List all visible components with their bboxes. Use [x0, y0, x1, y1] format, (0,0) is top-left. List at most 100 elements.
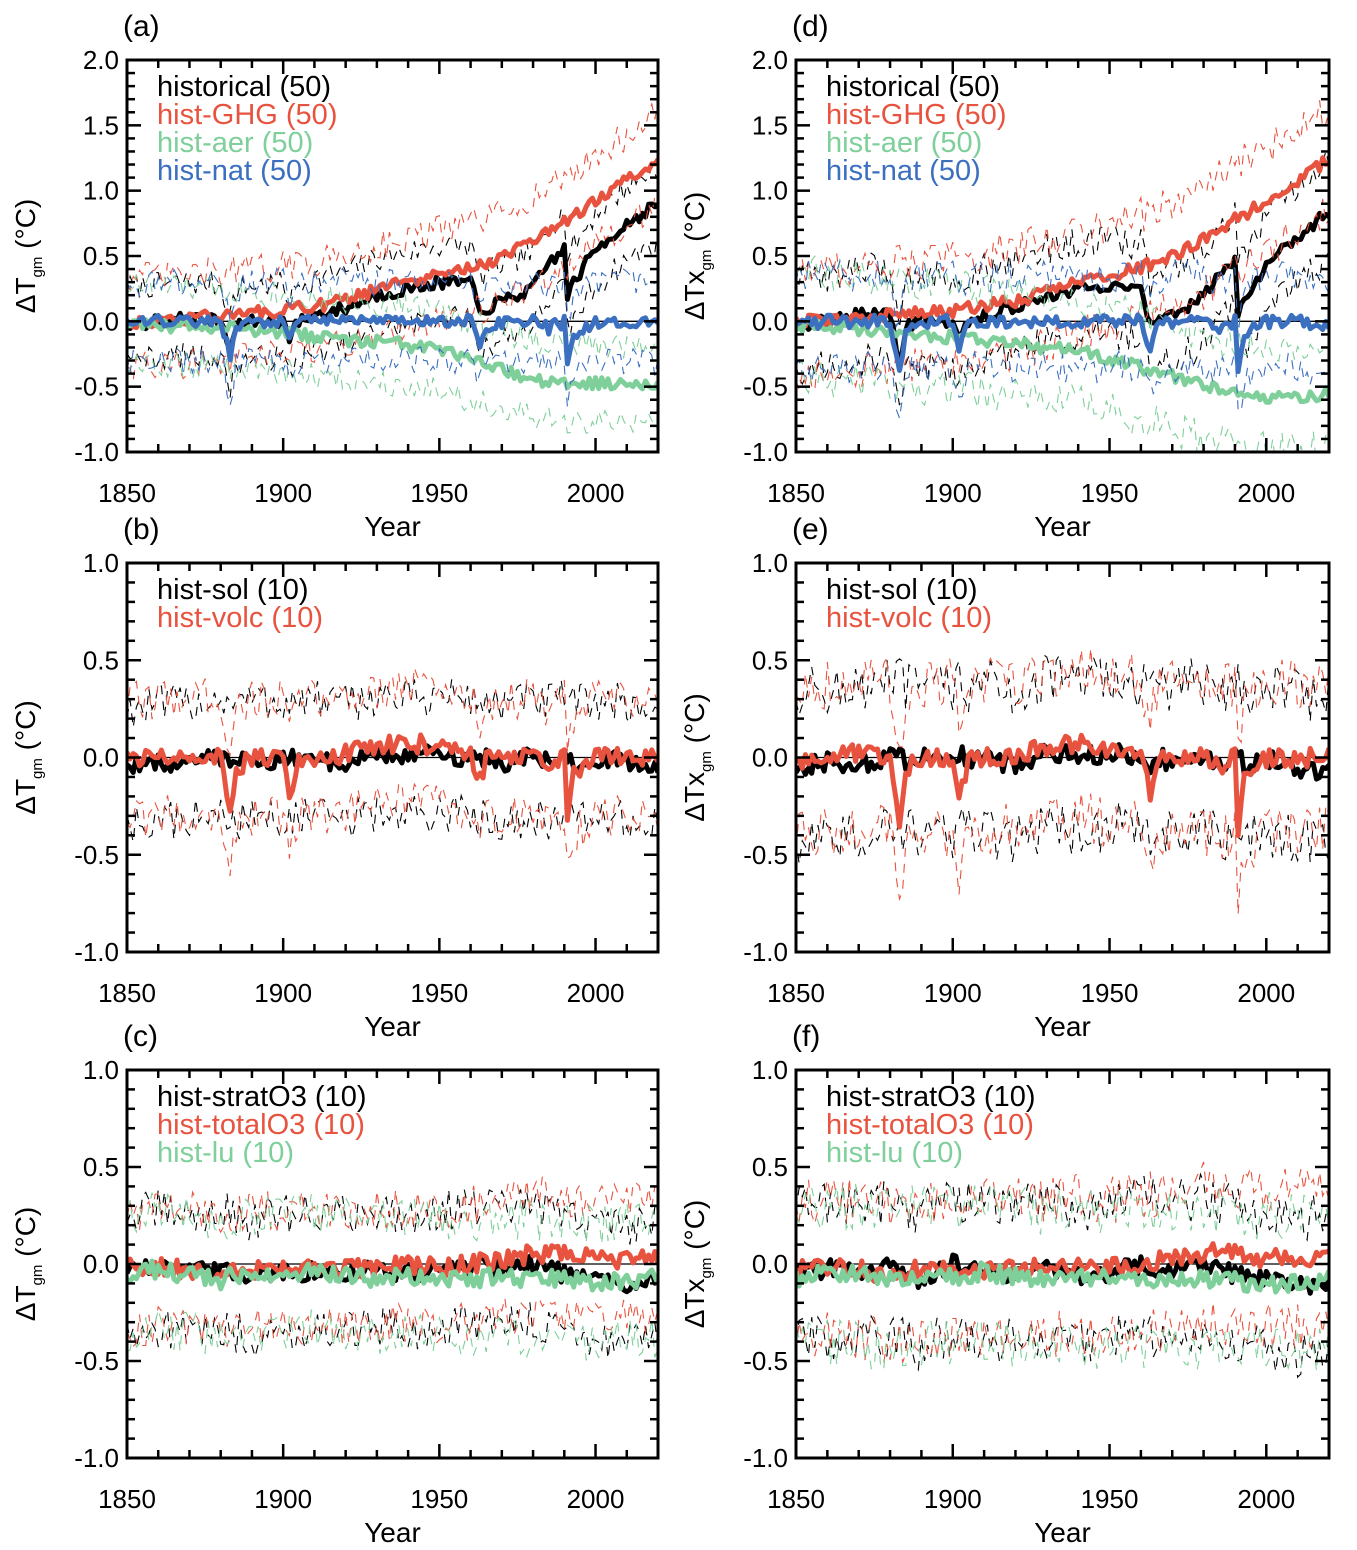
series-envelope-lower-1 [127, 194, 658, 381]
series-envelope-lower-2 [796, 1317, 1329, 1372]
series-envelope-upper-0 [796, 1172, 1329, 1242]
y-tick-label: 1.0 [83, 548, 119, 578]
panel-b: 1850 1900 1950 2000 -1.0 -0.5 0.0 0.5 1.0 Year ΔTg… [10, 513, 660, 1042]
panel-label: (b) [123, 513, 160, 546]
x-tick-label: 1850 [767, 978, 825, 1008]
series-envelope-upper-1 [796, 648, 1329, 748]
panel-label: (c) [123, 1020, 158, 1053]
x-tick-label: 1900 [924, 1484, 982, 1514]
y-tick-label: 0.0 [752, 743, 788, 773]
series-envelope-lower-2 [127, 352, 658, 434]
y-tick-label: -0.5 [74, 840, 119, 870]
series-envelope-upper-1 [796, 1161, 1329, 1226]
series-envelope-upper-1 [796, 100, 1329, 286]
y-tick-label: 1.0 [83, 1055, 119, 1085]
y-tick-label: 0.0 [83, 306, 119, 336]
series-envelope-upper-3 [127, 267, 658, 322]
y-axis-title: ΔTxgm (°C) [679, 1200, 715, 1329]
series-group [796, 1161, 1329, 1379]
panel-d: 1850 1900 1950 2000 -1.0 -0.5 0.0 0.5 1.0 1.5 2.0 Y… [679, 10, 1331, 542]
panel-label: (f) [792, 1020, 820, 1053]
y-tick-label: -0.5 [743, 1346, 788, 1376]
series-line-3 [127, 312, 658, 367]
y-tick-label: 1.0 [83, 176, 119, 206]
x-tick-label: 1850 [98, 478, 156, 508]
x-axis-title: Year [364, 1011, 421, 1042]
legend-entry: hist-GHG (50) [826, 99, 1006, 131]
y-tick-label: -1.0 [743, 437, 788, 467]
y-tick-label: -1.0 [743, 1443, 788, 1473]
legend-entry: hist-volc (10) [157, 602, 323, 634]
x-tick-label: 1950 [1081, 1484, 1139, 1514]
y-tick-label: -1.0 [74, 437, 119, 467]
x-tick-label: 1950 [1081, 478, 1139, 508]
legend-entry: hist-totalO3 (10) [826, 1109, 1034, 1141]
y-tick-label: -0.5 [74, 372, 119, 402]
y-tick-label: 1.5 [752, 110, 788, 140]
series-envelope-upper-2 [127, 1192, 658, 1244]
x-tick-label: 1900 [254, 978, 312, 1008]
legend-entry: hist-lu (10) [157, 1137, 294, 1169]
legend-entry: hist-nat (50) [157, 155, 312, 187]
y-tick-label: -0.5 [743, 372, 788, 402]
legend-entry: hist-sol (10) [826, 574, 978, 606]
y-tick-label: -0.5 [743, 840, 788, 870]
x-tick-label: 1850 [767, 1484, 825, 1514]
y-tick-label: 0.0 [752, 1249, 788, 1279]
x-tick-label: 1850 [98, 978, 156, 1008]
series-group [127, 101, 658, 434]
series-envelope-upper-0 [127, 678, 658, 728]
legend-entry: hist-sol (10) [157, 574, 309, 606]
y-tick-label: 2.0 [83, 45, 119, 75]
series-envelope-upper-0 [796, 653, 1329, 722]
series-line-2 [796, 318, 1329, 405]
series-line-2 [796, 1260, 1329, 1295]
x-tick-label: 1950 [410, 978, 468, 1008]
x-tick-label: 1950 [1081, 978, 1139, 1008]
legend-entry: historical (50) [157, 71, 331, 103]
series-envelope-lower-0 [796, 801, 1329, 864]
y-tick-label: 0.0 [83, 1249, 119, 1279]
y-tick-label: 1.5 [83, 110, 119, 140]
series-envelope-lower-0 [127, 793, 658, 843]
x-axis-title: Year [1034, 1517, 1091, 1548]
x-tick-label: 1950 [410, 1484, 468, 1514]
y-axis-title: ΔTxgm (°C) [679, 693, 715, 822]
y-tick-label: 1.0 [752, 548, 788, 578]
x-tick-label: 1850 [767, 478, 825, 508]
legend-entry: hist-volc (10) [826, 602, 992, 634]
series-envelope-upper-0 [127, 164, 658, 315]
x-tick-label: 2000 [1237, 478, 1295, 508]
x-tick-label: 1900 [924, 978, 982, 1008]
series-group [127, 667, 658, 877]
panel-label: (e) [792, 513, 829, 546]
series-envelope-lower-1 [796, 1302, 1329, 1363]
x-tick-label: 2000 [567, 478, 625, 508]
panel-e: 1850 1900 1950 2000 -1.0 -0.5 0.0 0.5 1.0 Year ΔTx… [679, 513, 1331, 1042]
x-axis-title: Year [1034, 1011, 1091, 1042]
y-axis-title: ΔTgm (°C) [10, 199, 46, 314]
y-tick-label: 1.0 [752, 176, 788, 206]
legend-entry: historical (50) [826, 71, 1000, 103]
x-axis-title: Year [1034, 511, 1091, 542]
y-tick-label: 0.0 [752, 306, 788, 336]
legend-entry: hist-stratO3 (10) [157, 1081, 367, 1113]
y-tick-label: 1.0 [752, 1055, 788, 1085]
series-envelope-upper-3 [796, 257, 1329, 337]
series-group [796, 100, 1329, 452]
x-tick-label: 1850 [98, 1484, 156, 1514]
legend-entry: hist-nat (50) [826, 155, 981, 187]
x-tick-label: 1950 [410, 478, 468, 508]
series-group [796, 648, 1329, 915]
series-envelope-lower-1 [796, 792, 1329, 915]
series-envelope-upper-2 [796, 1183, 1329, 1241]
y-tick-label: -1.0 [743, 937, 788, 967]
series-envelope-lower-1 [796, 198, 1329, 392]
series-envelope-upper-0 [796, 151, 1329, 329]
series-line-2 [127, 317, 658, 392]
series-group [127, 1174, 658, 1361]
series-envelope-upper-2 [127, 273, 658, 359]
legend-entry: hist-lu (10) [826, 1137, 963, 1169]
panel-f: 1850 1900 1950 2000 -1.0 -0.5 0.0 0.5 1.0 Year ΔTx… [679, 1020, 1331, 1548]
